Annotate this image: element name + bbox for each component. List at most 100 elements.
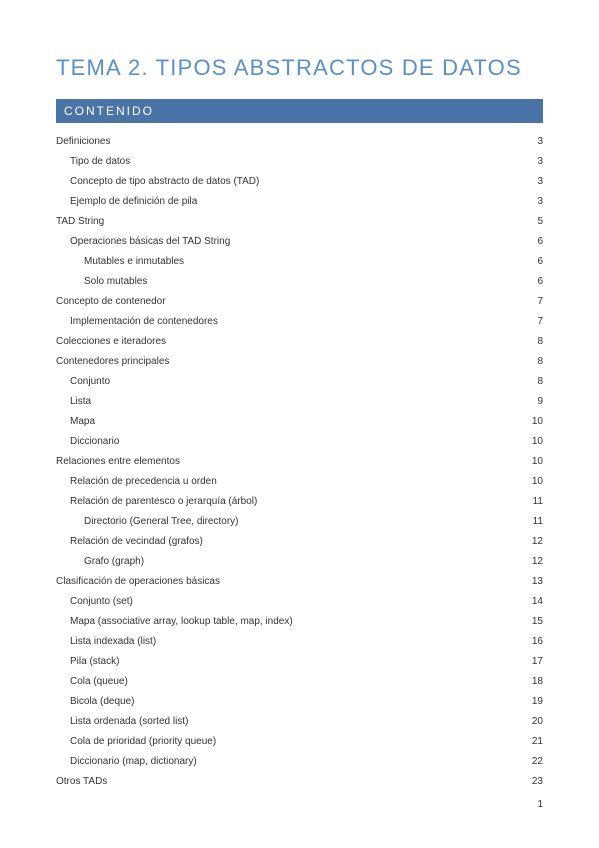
toc-entry-page: 14 — [525, 595, 543, 608]
toc-entry-label: Mapa (associative array, lookup table, m… — [56, 615, 293, 628]
toc-entry-label: Lista — [56, 395, 91, 408]
toc-entry-label: Lista indexada (list) — [56, 635, 156, 648]
toc-row: Diccionario 10 — [56, 431, 543, 451]
toc-row: Conjunto 8 — [56, 371, 543, 391]
toc-entry-page: 3 — [525, 195, 543, 208]
toc-entry-label: TAD String — [56, 215, 104, 228]
toc-row: Lista ordenada (sorted list) 20 — [56, 711, 543, 731]
toc-entry-page: 3 — [525, 175, 543, 188]
toc-entry-label: Otros TADs — [56, 775, 107, 788]
toc-entry-label: Lista ordenada (sorted list) — [56, 715, 188, 728]
toc-row: Tipo de datos 3 — [56, 151, 543, 171]
toc-entry-page: 19 — [525, 695, 543, 708]
toc-row: Mutables e inmutables 6 — [56, 251, 543, 271]
toc-row: Implementación de contenedores 7 — [56, 311, 543, 331]
toc-entry-page: 15 — [525, 615, 543, 628]
toc-entry-label: Clasificación de operaciones básicas — [56, 575, 220, 588]
toc-entry-page: 17 — [525, 655, 543, 668]
toc-entry-label: Conjunto (set) — [56, 595, 133, 608]
toc-entry-label: Pila (stack) — [56, 655, 119, 668]
toc-row: Grafo (graph) 12 — [56, 551, 543, 571]
toc-entry-page: 11 — [525, 495, 543, 508]
toc-row: Colecciones e iteradores 8 — [56, 331, 543, 351]
toc-entry-label: Operaciones básicas del TAD String — [56, 235, 230, 248]
toc-entry-page: 12 — [525, 555, 543, 568]
toc-row: Relación de precedencia u orden 10 — [56, 471, 543, 491]
toc-entry-page: 10 — [525, 415, 543, 428]
toc-entry-page: 22 — [525, 755, 543, 768]
toc-entry-page: 6 — [525, 235, 543, 248]
toc-entry-page: 7 — [525, 315, 543, 328]
toc-entry-label: Relaciones entre elementos — [56, 455, 180, 468]
toc-row: Relación de vecindad (grafos) 12 — [56, 531, 543, 551]
page-number: 1 — [537, 799, 543, 810]
toc-entry-label: Solo mutables — [56, 275, 147, 288]
toc-entry-page: 20 — [525, 715, 543, 728]
toc-row: Otros TADs 23 — [56, 771, 543, 791]
toc-entry-page: 10 — [525, 475, 543, 488]
toc-entry-label: Definiciones — [56, 135, 110, 148]
toc-entry-label: Diccionario — [56, 435, 119, 448]
toc-entry-page: 13 — [525, 575, 543, 588]
toc-row: Definiciones 3 — [56, 131, 543, 151]
toc-entry-label: Diccionario (map, dictionary) — [56, 755, 197, 768]
toc-entry-label: Implementación de contenedores — [56, 315, 218, 328]
document-title: TEMA 2. TIPOS ABSTRACTOS DE DATOS — [56, 55, 543, 81]
toc-row: Diccionario (map, dictionary) 22 — [56, 751, 543, 771]
toc-entry-page: 8 — [525, 335, 543, 348]
toc-entry-page: 6 — [525, 255, 543, 268]
toc-row: Pila (stack) 17 — [56, 651, 543, 671]
toc-entry-label: Directorio (General Tree, directory) — [56, 515, 239, 528]
toc-entry-label: Mutables e inmutables — [56, 255, 184, 268]
toc-row: Relaciones entre elementos 10 — [56, 451, 543, 471]
toc-row: Solo mutables 6 — [56, 271, 543, 291]
toc-row: Cola de prioridad (priority queue)21 — [56, 731, 543, 751]
toc-entry-label: Tipo de datos — [56, 155, 130, 168]
toc-row: Cola (queue) 18 — [56, 671, 543, 691]
table-of-contents: Definiciones 3 Tipo de datos 3 Concepto de t… — [56, 131, 543, 791]
toc-row: Mapa 10 — [56, 411, 543, 431]
toc-row: Mapa (associative array, lookup table, m… — [56, 611, 543, 631]
toc-row: Relación de parentesco o jerarquía (árbo… — [56, 491, 543, 511]
toc-row: Directorio (General Tree, directory) 11 — [56, 511, 543, 531]
toc-entry-page: 23 — [525, 775, 543, 788]
toc-row: Ejemplo de definición de pila 3 — [56, 191, 543, 211]
toc-entry-page: 10 — [525, 455, 543, 468]
toc-entry-label: Contenedores principales — [56, 355, 169, 368]
toc-entry-label: Ejemplo de definición de pila — [56, 195, 197, 208]
toc-entry-page: 21 — [525, 735, 543, 748]
toc-entry-page: 9 — [525, 395, 543, 408]
toc-row: Concepto de tipo abstracto de datos (TAD… — [56, 171, 543, 191]
toc-entry-label: Mapa — [56, 415, 95, 428]
toc-entry-page: 10 — [525, 435, 543, 448]
toc-entry-label: Relación de vecindad (grafos) — [56, 535, 203, 548]
toc-entry-page: 3 — [525, 135, 543, 148]
toc-entry-label: Concepto de tipo abstracto de datos (TAD… — [56, 175, 259, 188]
toc-entry-page: 8 — [525, 355, 543, 368]
toc-entry-page: 16 — [525, 635, 543, 648]
toc-entry-page: 7 — [525, 295, 543, 308]
toc-entry-label: Cola (queue) — [56, 675, 128, 688]
toc-entry-label: Colecciones e iteradores — [56, 335, 166, 348]
toc-entry-page: 8 — [525, 375, 543, 388]
toc-row: Lista 9 — [56, 391, 543, 411]
toc-entry-label: Conjunto — [56, 375, 110, 388]
toc-row: Concepto de contenedor 7 — [56, 291, 543, 311]
toc-row: TAD String5 — [56, 211, 543, 231]
toc-row: Lista indexada (list) 16 — [56, 631, 543, 651]
toc-entry-label: Bicola (deque) — [56, 695, 134, 708]
toc-row: Conjunto (set) 14 — [56, 591, 543, 611]
toc-row: Bicola (deque) 19 — [56, 691, 543, 711]
toc-entry-page: 12 — [525, 535, 543, 548]
section-header-bar: CONTENIDO — [56, 99, 543, 123]
toc-entry-page: 11 — [525, 515, 543, 528]
toc-entry-label: Grafo (graph) — [56, 555, 144, 568]
toc-entry-label: Relación de precedencia u orden — [56, 475, 217, 488]
toc-row: Operaciones básicas del TAD String 6 — [56, 231, 543, 251]
toc-entry-page: 18 — [525, 675, 543, 688]
toc-entry-label: Concepto de contenedor — [56, 295, 166, 308]
toc-row: Contenedores principales 8 — [56, 351, 543, 371]
toc-row: Clasificación de operaciones básicas 13 — [56, 571, 543, 591]
toc-entry-page: 6 — [525, 275, 543, 288]
toc-entry-page: 3 — [525, 155, 543, 168]
